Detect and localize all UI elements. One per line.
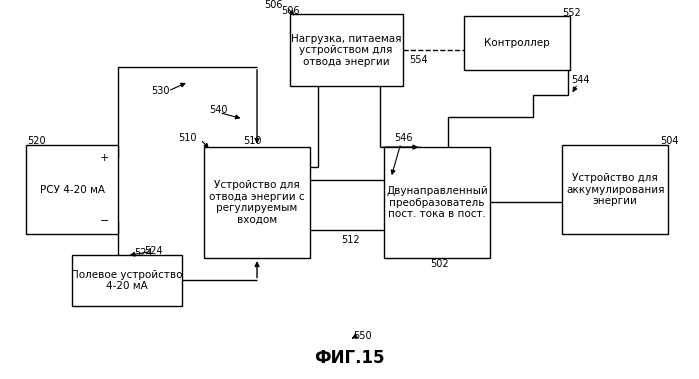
Bar <box>204 147 310 258</box>
Text: 512: 512 <box>342 235 360 244</box>
Bar <box>464 16 570 70</box>
Bar <box>26 145 118 234</box>
Text: +: + <box>100 153 109 163</box>
Text: −: − <box>100 216 109 226</box>
Bar <box>384 147 490 258</box>
Text: 506: 506 <box>281 6 299 16</box>
Text: 510: 510 <box>243 136 262 146</box>
Bar <box>562 145 668 234</box>
Text: 540: 540 <box>209 105 228 114</box>
Bar <box>72 255 182 305</box>
Bar <box>289 14 403 86</box>
Text: 524: 524 <box>144 246 163 256</box>
Text: 530: 530 <box>151 86 169 96</box>
Text: Двунаправленный
преобразователь
пост. тока в пост.: Двунаправленный преобразователь пост. то… <box>387 186 488 219</box>
Text: 552: 552 <box>562 8 581 18</box>
Text: 554: 554 <box>410 55 428 64</box>
Text: 520: 520 <box>27 136 46 146</box>
Text: 502: 502 <box>431 259 449 269</box>
Text: 550: 550 <box>353 331 372 341</box>
Text: Контроллер: Контроллер <box>484 38 550 48</box>
Text: 524: 524 <box>134 247 152 258</box>
Text: Полевое устройство
4-20 мА: Полевое устройство 4-20 мА <box>71 270 182 291</box>
Text: 546: 546 <box>394 133 412 143</box>
Text: РСУ 4-20 мА: РСУ 4-20 мА <box>40 185 105 194</box>
Text: Нагрузка, питаемая
устройством для
отвода энергии: Нагрузка, питаемая устройством для отвод… <box>291 34 401 67</box>
Text: Устройство для
аккумулирования
энергии: Устройство для аккумулирования энергии <box>566 173 665 206</box>
Text: Устройство для
отвода энергии с
регулируемым
входом: Устройство для отвода энергии с регулиру… <box>209 180 305 225</box>
Text: 506: 506 <box>264 0 282 10</box>
Text: 510: 510 <box>178 133 197 143</box>
Text: ФИГ.15: ФИГ.15 <box>315 349 384 368</box>
Text: 544: 544 <box>571 75 589 85</box>
Text: 504: 504 <box>660 136 678 146</box>
